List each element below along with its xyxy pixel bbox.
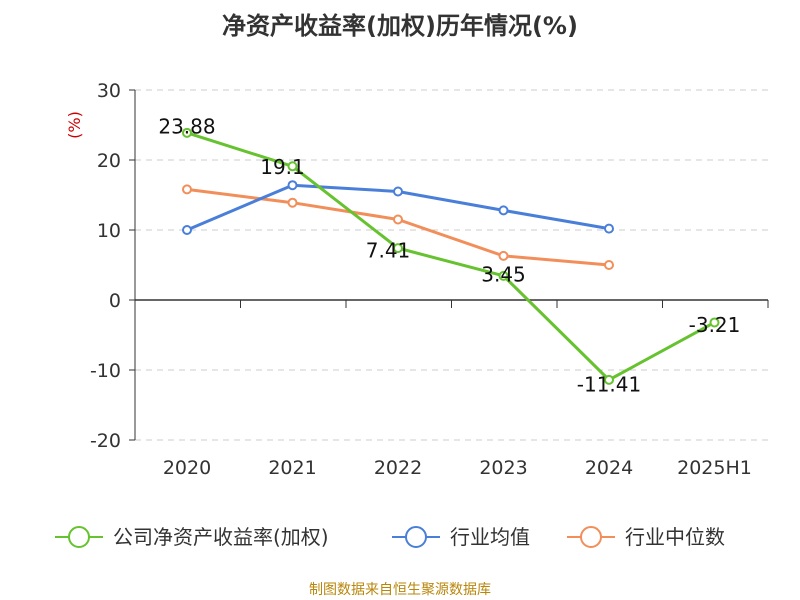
data-point — [498, 205, 509, 216]
grid — [135, 89, 768, 441]
y-tick-label: -20 — [90, 430, 121, 452]
x-tick-label: 2021 — [268, 457, 316, 479]
y-tick-label: -10 — [90, 360, 121, 382]
axes: 30 20 10 0 -10 -20 2020 2021 2022 2023 2024 2025H1 — [90, 80, 769, 479]
data-point — [498, 270, 509, 281]
legend-item: 行业中位数 — [567, 525, 725, 549]
legend-item: 行业均值 — [392, 525, 530, 549]
data-point — [498, 250, 509, 261]
x-tick-label: 2024 — [585, 457, 633, 479]
x-tick-label: 2025H1 — [677, 457, 752, 479]
data-point — [393, 186, 403, 197]
legend-marker-icon — [405, 526, 427, 548]
data-label: 3.45 — [481, 262, 526, 286]
data-point — [604, 374, 614, 385]
legend-label: 公司净资产收益率(加权) — [113, 525, 329, 549]
legend: 公司净资产收益率(加权) 行业均值 行业中位数 — [55, 525, 725, 549]
legend-label: 行业中位数 — [625, 525, 725, 549]
series-line — [186, 131, 716, 382]
data-point — [287, 197, 298, 208]
series — [182, 127, 720, 385]
data-point — [604, 223, 614, 234]
y-tick-label: 0 — [109, 290, 121, 312]
data-point — [182, 127, 192, 138]
x-tick-label: 2022 — [374, 457, 422, 479]
data-point — [604, 260, 614, 270]
data-label: 23.88 — [158, 114, 215, 138]
y-axis-unit-label: (%) — [65, 111, 84, 139]
data-label: 19.1 — [260, 155, 305, 179]
source-note: 制图数据来自恒生聚源数据库 — [309, 582, 491, 598]
y-tick-label: 30 — [97, 80, 121, 102]
y-tick-label: 20 — [97, 150, 121, 172]
data-point — [182, 184, 192, 195]
data-point — [287, 180, 298, 191]
x-tick-label: 2023 — [479, 457, 527, 479]
x-tick-label: 2020 — [163, 457, 211, 479]
data-point — [393, 243, 403, 254]
data-label: 7.41 — [366, 239, 411, 263]
data-labels: 23.88 19.1 7.41 3.45 -11.41 -3.21 — [158, 114, 740, 396]
data-label: -11.41 — [577, 372, 641, 396]
data-label: -3.21 — [689, 313, 741, 337]
legend-marker-icon — [68, 526, 90, 548]
data-point — [393, 214, 403, 225]
y-tick-label: 10 — [97, 220, 121, 242]
legend-marker-icon — [580, 526, 602, 548]
data-point — [182, 225, 192, 235]
chart-title: 净资产收益率(加权)历年情况(%) — [222, 12, 578, 40]
legend-label: 行业均值 — [450, 525, 530, 549]
data-point — [287, 161, 298, 172]
data-point — [709, 317, 720, 328]
legend-item: 公司净资产收益率(加权) — [55, 525, 329, 549]
